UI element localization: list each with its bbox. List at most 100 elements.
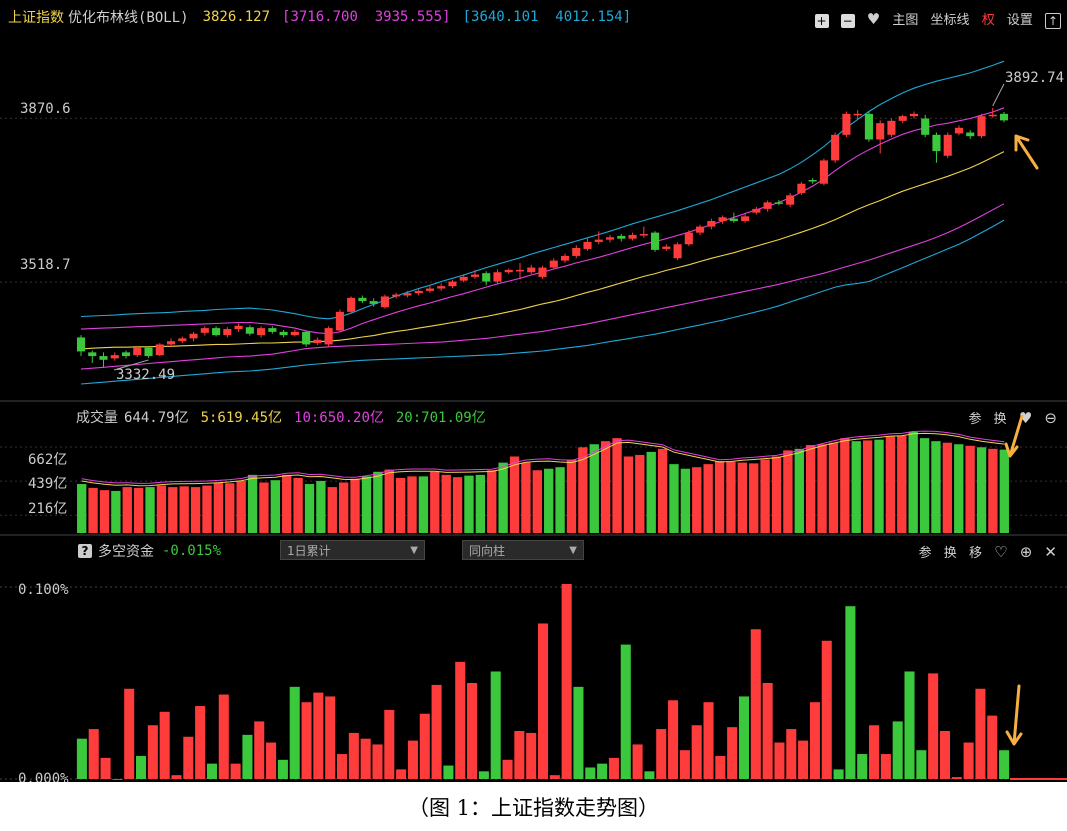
volume-bar [692,467,702,533]
close-icon[interactable]: ✕ [1044,543,1057,561]
fund-bar [419,713,430,779]
candle [999,113,1009,121]
candle [482,273,491,282]
fund-bar [869,725,880,779]
fund-heart-icon[interactable]: ♡ [994,543,1008,561]
volume-params-button[interactable]: 参 [968,412,982,427]
index-name[interactable]: 上证指数 [8,10,64,26]
bar-mode-dropdown[interactable]: 同向柱 ▼ [462,540,584,560]
volume-bar [726,461,736,533]
volume-bar [931,441,941,533]
candle [470,274,480,277]
candle [628,234,637,239]
volume-bar [737,462,747,533]
popup-icon[interactable]: ↑ [1045,12,1061,29]
boll-band1-value: [3716.700 3935.555] [282,9,451,25]
boll-line [80,203,1005,370]
fund-bar [904,671,915,779]
volume-heart-icon[interactable]: ♥ [1018,409,1033,427]
fund-switch-button[interactable]: 换 [943,546,957,561]
volume-bar [304,484,315,533]
volume-bar [589,444,599,533]
volume-bar [418,476,429,533]
volume-bar [874,439,884,533]
indicator-name[interactable]: 优化布林线(BOLL) [68,10,189,26]
volume-title: 成交量 [76,410,118,426]
zoom-out-icon[interactable]: ⊖ [1044,409,1057,427]
volume-bar [623,456,634,533]
fund-bar [266,742,277,779]
volume-bar [703,464,713,533]
volume-ma5: 5:619.45亿 [200,410,283,426]
volume-bar [646,451,656,533]
boll-line [80,60,1005,320]
adjust-button[interactable]: 权 [981,13,995,28]
boll-mid-value: 3826.127 [202,9,271,25]
minus-icon[interactable]: − [840,13,855,28]
volume-switch-button[interactable]: 换 [993,412,1007,427]
fund-move-button[interactable]: 移 [968,546,982,561]
fund-bar [833,769,844,779]
fund-bar [136,755,147,779]
candle [414,290,423,294]
help-icon[interactable]: ? [78,544,92,558]
plus-icon[interactable]: + [814,13,829,28]
fund-params-button[interactable]: 参 [918,546,932,561]
volume-bar [669,464,679,533]
boll-line [80,219,1005,385]
volume-bar [122,487,132,533]
fund-y-label: 0.000% [18,771,69,782]
zoom-in-icon[interactable]: ⊕ [1019,543,1033,561]
fund-bar [632,744,643,779]
candle [797,183,806,194]
volume-bar [202,485,212,533]
candle [538,267,547,277]
heart-icon[interactable]: ♥ [866,10,881,28]
volume-bar [862,440,873,533]
candle [639,234,648,236]
fund-bar [289,686,300,779]
fund-bar [443,765,454,779]
candle [76,337,86,352]
candle [268,328,277,332]
main-chart-button[interactable]: 主图 [892,13,919,28]
fund-bar [857,754,868,779]
volume-ma20: 20:701.09亿 [395,410,486,426]
fund-bar [975,688,986,779]
volume-bar [339,482,349,533]
boll-line [80,107,1005,335]
volume-bar [168,487,178,533]
axis-line-button[interactable]: 坐标线 [930,13,970,28]
fund-bar [502,759,513,779]
fund-bar [809,702,820,779]
candle [200,328,209,333]
candle [121,352,131,357]
candle [425,288,434,291]
candle [763,202,772,209]
volume-total: 644.79亿 [124,410,189,426]
volume-bar [919,438,930,533]
candle [166,341,176,345]
fund-bar [88,729,99,779]
candle [684,232,693,245]
fund-bar [325,696,336,779]
candle [605,237,615,240]
settings-button[interactable]: 设置 [1006,13,1033,28]
period-dropdown[interactable]: 1日累计 ▼ [280,540,425,560]
fund-bar [514,731,525,779]
candle [752,208,761,213]
candle [549,260,558,268]
fund-toolbar: 参 换 移 ♡ ⊕ ✕ [911,542,1057,561]
volume-bar [897,435,907,533]
candle [898,116,907,121]
candle [707,220,716,227]
volume-bar [452,477,463,533]
volume-bar [817,444,827,533]
volume-bar [942,442,953,533]
fund-bar [407,740,418,779]
volume-bar [88,487,98,533]
fund-bar [573,686,584,779]
volume-bar [111,490,121,533]
candle [257,328,266,336]
candle [88,352,97,357]
